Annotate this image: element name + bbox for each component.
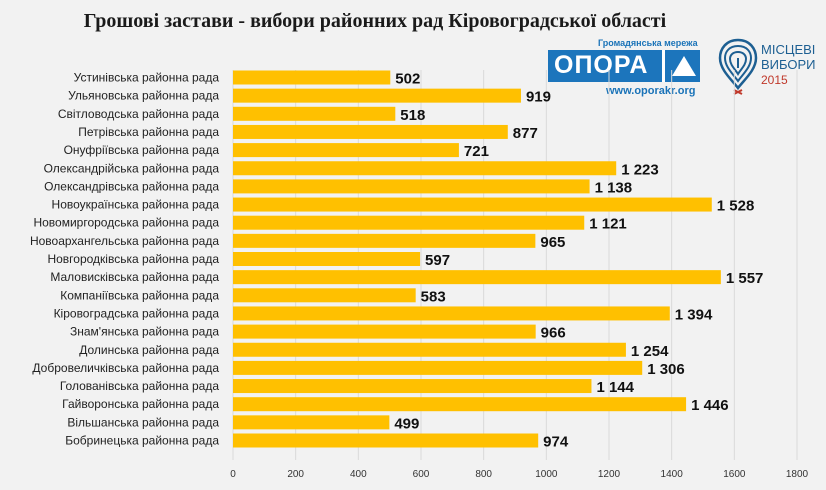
x-tick-label: 1400 xyxy=(661,469,684,480)
category-label: Знам'янська районна рада xyxy=(70,325,219,339)
opora-logo-box: ОПОРА xyxy=(548,50,700,82)
category-label: Вільшанська районна рада xyxy=(67,415,219,429)
data-label: 877 xyxy=(513,125,538,142)
x-tick-label: 0 xyxy=(230,469,236,480)
data-label: 1 223 xyxy=(621,161,659,178)
bar xyxy=(233,360,643,375)
bar xyxy=(233,179,590,194)
opora-logo: Громадянська мережа ОПОРА www.oporakr.or… xyxy=(548,38,700,98)
data-label: 1 306 xyxy=(647,361,685,378)
local-elections-logo: МІСЦЕВІ ВИБОРИ 2015 xyxy=(716,36,816,98)
data-label: 965 xyxy=(540,234,565,251)
x-tick-label: 400 xyxy=(350,469,367,480)
bar xyxy=(233,433,539,448)
opora-url: www.oporakr.org xyxy=(606,85,696,97)
bar xyxy=(233,143,459,158)
category-label: Голованівська районна рада xyxy=(60,379,219,393)
local-elections-line2: ВИБОРИ xyxy=(761,57,816,72)
data-label: 1 446 xyxy=(691,397,729,414)
bar xyxy=(233,324,536,339)
data-label: 1 144 xyxy=(596,379,634,396)
data-label: 919 xyxy=(526,89,551,106)
x-tick-label: 200 xyxy=(287,469,304,480)
data-label: 721 xyxy=(464,143,489,160)
category-label: Ульяновська районна рада xyxy=(68,89,219,103)
data-label: 597 xyxy=(425,252,450,269)
bar xyxy=(233,306,670,321)
bar xyxy=(233,124,508,139)
data-label: 1 557 xyxy=(726,270,764,287)
bars xyxy=(233,70,721,448)
category-label: Олександрівська районна рада xyxy=(44,179,219,193)
bar xyxy=(233,252,421,266)
category-label: Гайворонська районна рада xyxy=(62,397,219,411)
category-label: Кіровоградська районна рада xyxy=(54,306,220,320)
category-label: Новоархангельська районна рада xyxy=(30,234,219,248)
category-label: Маловисківська районна рада xyxy=(50,270,219,284)
bar xyxy=(233,233,536,248)
bar xyxy=(233,197,712,212)
x-tick-label: 1000 xyxy=(535,469,558,480)
triangle-icon xyxy=(672,56,696,76)
category-label: Петрівська районна рада xyxy=(78,125,219,139)
bar xyxy=(233,70,391,85)
bar xyxy=(233,342,626,357)
data-label: 583 xyxy=(421,288,446,305)
opora-separator xyxy=(662,50,665,82)
category-label: Світловодська районна рада xyxy=(58,107,220,121)
category-label: Компаніївська районна рада xyxy=(60,288,219,302)
data-label: 1 528 xyxy=(717,198,755,215)
opora-tagline: Громадянська мережа xyxy=(598,38,698,48)
bar xyxy=(233,215,585,230)
data-label: 499 xyxy=(394,415,419,432)
bar xyxy=(233,397,687,412)
data-label: 518 xyxy=(400,107,425,124)
local-elections-line1: МІСЦЕВІ xyxy=(761,42,816,57)
data-label: 1 394 xyxy=(675,306,713,323)
data-label: 1 138 xyxy=(595,179,633,196)
data-label: 502 xyxy=(395,71,420,88)
category-label: Новгородківська районна рада xyxy=(47,252,219,266)
x-axis-ticks: 0 200 400 600 800 1000 1200 1400 1600 1800 xyxy=(230,469,808,480)
local-elections-year: 2015 xyxy=(761,73,788,87)
x-tick-label: 1800 xyxy=(786,469,809,480)
data-label: 966 xyxy=(541,325,566,342)
bar xyxy=(233,270,721,285)
data-label: 1 254 xyxy=(631,343,669,360)
bar xyxy=(233,161,617,176)
category-label: Олександрійська районна рада xyxy=(44,161,220,175)
data-label: 974 xyxy=(543,434,569,451)
opora-wordmark: ОПОРА xyxy=(554,51,649,79)
x-tick-label: 800 xyxy=(475,469,492,480)
category-label: Устинівська районна рада xyxy=(74,71,220,85)
bar xyxy=(233,415,390,430)
data-label: 1 121 xyxy=(589,216,627,233)
bar xyxy=(233,106,396,121)
bar xyxy=(233,379,592,394)
category-label: Долинська районна рада xyxy=(79,343,219,357)
category-label: Добровеличківська районна рада xyxy=(32,361,219,375)
x-tick-label: 600 xyxy=(413,469,430,480)
category-label: Онуфріївська районна рада xyxy=(64,143,220,157)
bar xyxy=(233,88,521,103)
location-pin-fingerprint-icon xyxy=(718,38,758,95)
category-label: Новомиргородська районна рада xyxy=(33,216,219,230)
chart-title: Грошові застави - вибори районних рад Кі… xyxy=(83,10,667,32)
x-tick-label: 1200 xyxy=(598,469,621,480)
bar xyxy=(233,288,416,303)
category-label: Бобринецька районна рада xyxy=(65,434,219,448)
category-labels: Устинівська районна рада Ульяновська райо… xyxy=(30,71,219,448)
x-tick-label: 1600 xyxy=(723,469,746,480)
category-label: Новоукраїнська районна рада xyxy=(52,198,220,212)
